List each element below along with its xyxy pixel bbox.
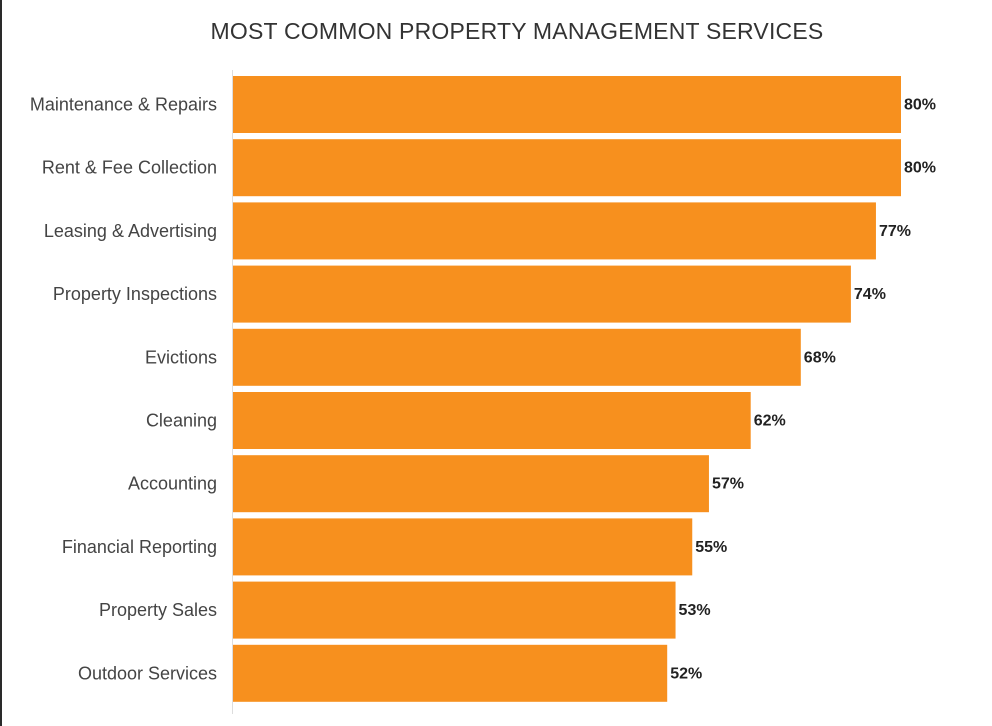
category-label: Accounting [128, 474, 217, 494]
category-label: Maintenance & Repairs [30, 95, 217, 115]
value-label: 80% [904, 97, 936, 114]
bar-1 [233, 76, 901, 133]
chart-title: MOST COMMON PROPERTY MANAGEMENT SERVICES [210, 18, 824, 44]
value-label: 77% [879, 223, 911, 240]
category-label: Outdoor Services [78, 663, 217, 683]
category-label: Property Sales [99, 600, 217, 620]
bar-8 [233, 518, 693, 576]
category-label: Cleaning [146, 411, 217, 431]
category-label: Evictions [145, 347, 217, 367]
bar-3 [233, 202, 876, 260]
bar-2 [233, 139, 901, 197]
value-label: 62% [754, 413, 786, 430]
value-label: 55% [695, 539, 727, 556]
value-label: 53% [679, 602, 711, 619]
category-label: Rent & Fee Collection [42, 158, 217, 178]
category-label: Financial Reporting [62, 537, 217, 557]
bar-10 [233, 644, 668, 702]
value-label: 80% [904, 160, 936, 177]
bar-7 [233, 455, 709, 513]
value-label: 74% [854, 286, 886, 303]
value-label: 68% [804, 349, 836, 366]
bar-5 [233, 328, 801, 386]
value-label: 57% [712, 476, 744, 493]
bar-9 [233, 581, 676, 639]
category-label: Leasing & Advertising [44, 221, 217, 241]
category-label: Property Inspections [53, 284, 217, 304]
bar-6 [233, 392, 751, 449]
bar-4 [233, 265, 851, 323]
value-label: 52% [670, 665, 702, 682]
